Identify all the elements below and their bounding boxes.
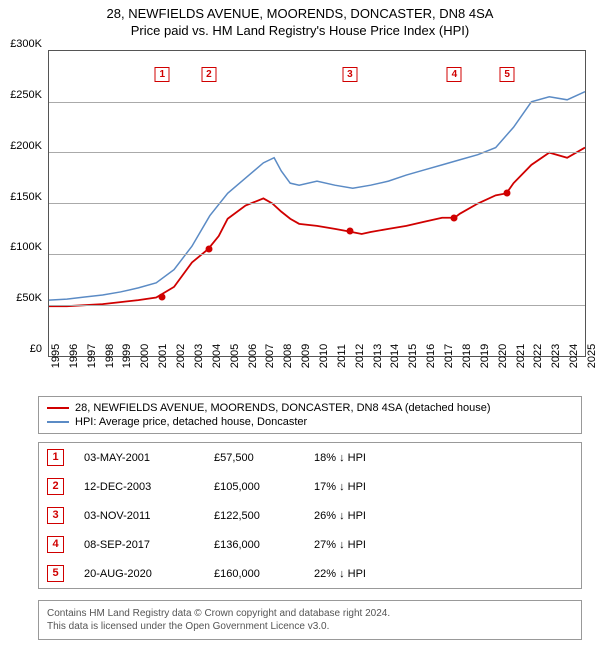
x-tick-label: 2023 [550,344,562,368]
chart-marker-box: 1 [155,67,170,82]
gridline [49,305,585,306]
table-date: 08-SEP-2017 [84,539,214,551]
x-tick-label: 2004 [211,344,223,368]
y-tick-label: £100K [0,241,42,253]
sales-table: 1 03-MAY-2001£57,50018% ↓ HPI 2 12-DEC-2003… [38,442,582,589]
table-date: 03-MAY-2001 [84,452,214,464]
series-line [49,147,585,306]
legend: 28, NEWFIELDS AVENUE, MOORENDS, DONCASTE… [38,396,582,434]
table-price: £105,000 [214,481,314,493]
gridline [49,152,585,153]
table-marker-num: 4 [47,536,64,553]
table-marker-num: 3 [47,507,64,524]
y-tick-label: £300K [0,38,42,50]
y-tick-label: £0 [0,343,42,355]
y-axis: £0£50K£100K£150K£200K£250K£300K [0,44,46,352]
table-diff: 27% ↓ HPI [314,539,414,551]
legend-label: HPI: Average price, detached house, Donc… [75,416,307,428]
sale-dot [159,294,166,301]
chart-marker-box: 2 [201,67,216,82]
y-tick-label: £150K [0,191,42,203]
x-tick-label: 1999 [121,344,133,368]
x-tick-label: 2014 [389,344,401,368]
chart-title: 28, NEWFIELDS AVENUE, MOORENDS, DONCASTE… [10,6,590,23]
gridline [49,254,585,255]
x-tick-label: 2015 [407,344,419,368]
chart-subtitle: Price paid vs. HM Land Registry's House … [10,23,590,40]
x-tick-label: 2000 [139,344,151,368]
table-marker-num: 1 [47,449,64,466]
gridline [49,203,585,204]
x-tick-label: 2002 [175,344,187,368]
table-marker-num: 2 [47,478,64,495]
x-tick-label: 2006 [247,344,259,368]
table-price: £136,000 [214,539,314,551]
y-tick-label: £50K [0,292,42,304]
table-price: £57,500 [214,452,314,464]
x-tick-label: 2020 [497,344,509,368]
chart-marker-box: 3 [342,67,357,82]
table-diff: 26% ↓ HPI [314,510,414,522]
table-row: 3 03-NOV-2011£122,50026% ↓ HPI [39,501,581,530]
x-tick-label: 1997 [86,344,98,368]
table-diff: 22% ↓ HPI [314,568,414,580]
table-date: 03-NOV-2011 [84,510,214,522]
legend-item: 28, NEWFIELDS AVENUE, MOORENDS, DONCASTE… [47,401,573,415]
x-tick-label: 2025 [586,344,598,368]
legend-item: HPI: Average price, detached house, Donc… [47,415,573,429]
x-tick-label: 2009 [300,344,312,368]
chart-marker-box: 5 [500,67,515,82]
footer: Contains HM Land Registry data © Crown c… [38,600,582,640]
x-tick-label: 2010 [318,344,330,368]
x-tick-label: 2005 [229,344,241,368]
x-tick-label: 2018 [461,344,473,368]
y-tick-label: £250K [0,89,42,101]
table-diff: 18% ↓ HPI [314,452,414,464]
table-marker-num: 5 [47,565,64,582]
x-tick-label: 2013 [372,344,384,368]
y-tick-label: £200K [0,140,42,152]
table-row: 4 08-SEP-2017£136,00027% ↓ HPI [39,530,581,559]
x-tick-label: 1995 [50,344,62,368]
table-row: 1 03-MAY-2001£57,50018% ↓ HPI [39,443,581,472]
table-price: £160,000 [214,568,314,580]
table-row: 5 20-AUG-2020£160,00022% ↓ HPI [39,559,581,588]
x-tick-label: 2022 [532,344,544,368]
gridline [49,102,585,103]
x-tick-label: 2017 [443,344,455,368]
plot-area: 1 2 3 4 5 [48,50,586,357]
table-diff: 17% ↓ HPI [314,481,414,493]
chart-container: 28, NEWFIELDS AVENUE, MOORENDS, DONCASTE… [0,0,600,650]
footer-line-1: Contains HM Land Registry data © Crown c… [47,607,573,620]
x-tick-label: 2011 [336,344,348,368]
x-tick-label: 1998 [104,344,116,368]
legend-swatch [47,407,69,409]
table-date: 20-AUG-2020 [84,568,214,580]
chart-marker-box: 4 [447,67,462,82]
x-tick-label: 2001 [157,344,169,368]
table-row: 2 12-DEC-2003£105,00017% ↓ HPI [39,472,581,501]
title-block: 28, NEWFIELDS AVENUE, MOORENDS, DONCASTE… [0,0,600,42]
sale-dot [205,246,212,253]
x-tick-label: 2021 [515,344,527,368]
x-tick-label: 2007 [264,344,276,368]
x-tick-label: 2012 [354,344,366,368]
x-axis: 1995199619971998199920002001200220032004… [48,352,586,392]
x-tick-label: 2016 [425,344,437,368]
table-price: £122,500 [214,510,314,522]
x-tick-label: 2024 [568,344,580,368]
sale-dot [451,214,458,221]
sale-dot [346,228,353,235]
legend-swatch [47,421,69,423]
table-date: 12-DEC-2003 [84,481,214,493]
footer-line-2: This data is licensed under the Open Gov… [47,620,573,633]
x-tick-label: 2003 [193,344,205,368]
x-tick-label: 2008 [282,344,294,368]
sale-dot [504,190,511,197]
legend-label: 28, NEWFIELDS AVENUE, MOORENDS, DONCASTE… [75,402,491,414]
x-tick-label: 2019 [479,344,491,368]
x-tick-label: 1996 [68,344,80,368]
